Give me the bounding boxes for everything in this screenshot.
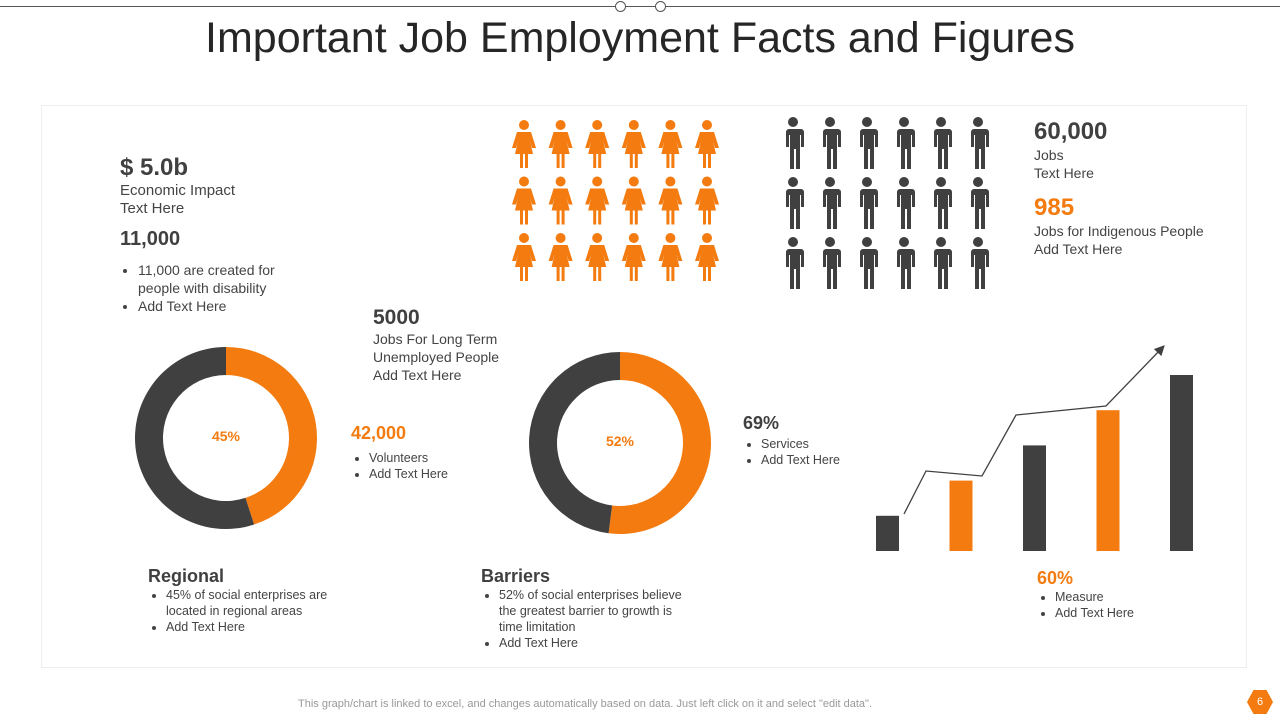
disability-block: 11,000 11,000 are created for people wit…: [120, 228, 310, 315]
bullet: Add Text Here: [166, 619, 348, 635]
male-person-icon: [933, 237, 952, 289]
indigenous-value: 985: [1034, 194, 1075, 221]
male-person-icon: [896, 117, 915, 169]
page-title: Important Job Employment Facts and Figur…: [205, 14, 1075, 62]
jobs-block: 60,000 Jobs Text Here: [1034, 118, 1107, 182]
male-person-icon: [785, 177, 804, 229]
bullet: Add Text Here: [499, 635, 696, 651]
female-person-icon: [695, 233, 719, 281]
bar-2: [949, 480, 973, 551]
volunteers-block: 42,000 Volunteers Add Text Here: [351, 423, 448, 482]
content-panel: [41, 105, 1247, 668]
male-person-icon: [970, 117, 989, 169]
bullet: Volunteers: [369, 450, 448, 466]
longterm-line2: Unemployed People: [373, 349, 500, 365]
longterm-line1: Jobs For Long Term: [373, 331, 498, 347]
bullet: 11,000 are created for people with disab…: [138, 261, 310, 297]
bullet: Add Text Here: [369, 466, 448, 482]
services-block: 69% Services Add Text Here: [743, 413, 840, 468]
male-person-icon: [859, 177, 878, 229]
indigenous-line1: Jobs for Indigenous People: [1034, 223, 1204, 239]
female-person-icon: [512, 176, 536, 225]
male-person-icon: [933, 177, 952, 229]
bullet: Services: [761, 436, 840, 452]
bullet: Measure: [1055, 589, 1134, 605]
female-person-icon: [658, 233, 683, 281]
male-person-icon: [896, 177, 915, 229]
barriers-donut-slice-1: [529, 352, 620, 534]
barriers-block: Barriers 52% of social enterprises belie…: [481, 566, 696, 651]
female-person-icon: [548, 120, 573, 168]
male-person-icon: [822, 237, 841, 289]
female-person-icon: [585, 120, 610, 168]
male-person-icon: [970, 177, 989, 229]
decor-dot: [615, 1, 626, 12]
barriers-heading: Barriers: [481, 566, 551, 586]
economic-block: $ 5.0b Economic Impact Text Here: [120, 154, 235, 218]
bullet: 52% of social enterprises believe the gr…: [499, 587, 696, 635]
male-person-icon: [896, 237, 915, 289]
donut-label-regional: 45%: [211, 428, 241, 444]
jobs-line2: Text Here: [1034, 165, 1094, 181]
female-person-icon: [621, 120, 646, 168]
male-person-icon: [859, 237, 878, 289]
male-person-icon: [785, 237, 804, 289]
female-person-icon: [548, 176, 573, 225]
female-person-icon: [621, 176, 646, 225]
male-person-icon: [785, 117, 804, 169]
bar-3: [1023, 445, 1046, 551]
measure-value: 60%: [1037, 568, 1074, 588]
trend-arrow: [903, 345, 1165, 515]
female-person-icon: [621, 233, 646, 281]
jobs-line1: Jobs: [1034, 147, 1064, 163]
donut-label-barriers: 52%: [605, 433, 635, 449]
longterm-block: 5000 Jobs For Long Term Unemployed Peopl…: [373, 306, 499, 384]
female-person-icon: [658, 176, 683, 225]
indigenous-line2: Add Text Here: [1034, 241, 1123, 257]
decor-dot: [655, 1, 666, 12]
regional-heading: Regional: [148, 566, 225, 586]
economic-line2: Text Here: [120, 200, 185, 217]
female-person-icon: [658, 120, 683, 168]
female-person-icon: [695, 120, 719, 168]
male-person-icon: [859, 117, 878, 169]
male-person-icon: [822, 117, 841, 169]
economic-line1: Economic Impact: [120, 182, 236, 199]
bar-4: [1096, 410, 1120, 551]
female-person-icon: [512, 233, 536, 281]
services-value: 69%: [743, 413, 780, 433]
regional-donut-slice-1: [135, 347, 255, 529]
page-number: 6: [1247, 690, 1273, 714]
longterm-value: 5000: [373, 306, 420, 329]
regional-donut-slice-0: [226, 347, 318, 525]
bar-1: [876, 515, 899, 551]
male-person-icon: [970, 237, 989, 289]
male-person-icon: [933, 117, 952, 169]
bullet: 45% of social enterprises are located in…: [166, 587, 348, 619]
female-person-icon: [585, 176, 610, 225]
footer-note: This graph/chart is linked to excel, and…: [297, 698, 873, 710]
measure-block: 60% Measure Add Text Here: [1037, 568, 1134, 621]
economic-value: $ 5.0b: [120, 154, 189, 181]
bullet: Add Text Here: [1055, 605, 1134, 621]
female-person-icon: [548, 233, 573, 281]
female-person-icon: [585, 233, 610, 281]
barriers-donut-slice-0: [608, 352, 712, 534]
female-person-icon: [695, 176, 719, 225]
male-person-icon: [822, 177, 841, 229]
volunteers-value: 42,000: [351, 423, 407, 443]
bullet: Add Text Here: [761, 452, 840, 468]
bar-5: [1170, 375, 1193, 551]
disability-value: 11,000: [120, 228, 181, 250]
jobs-value: 60,000: [1034, 118, 1108, 145]
bullet: Add Text Here: [138, 297, 310, 315]
longterm-line3: Add Text Here: [373, 367, 462, 383]
female-person-icon: [512, 120, 536, 168]
top-rule: [0, 6, 1280, 7]
regional-block: Regional 45% of social enterprises are l…: [148, 566, 348, 635]
indigenous-block: 985 Jobs for Indigenous People Add Text …: [1034, 194, 1204, 258]
